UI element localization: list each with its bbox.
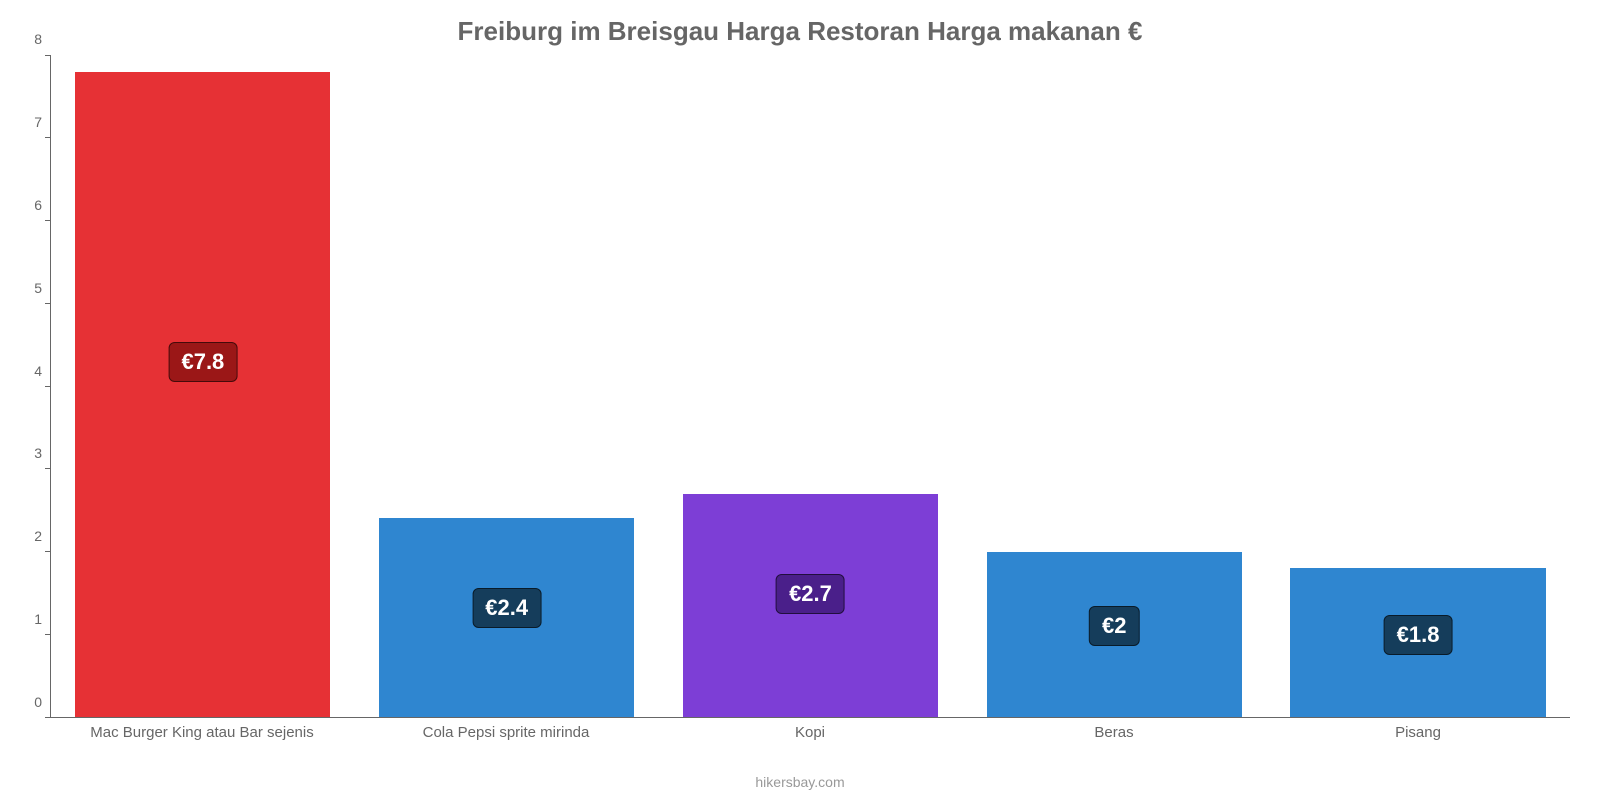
y-tick-mark — [45, 386, 51, 387]
x-tick-label: Cola Pepsi sprite mirinda — [354, 718, 658, 774]
value-badge: €1.8 — [1384, 615, 1453, 655]
y-tick-label: 6 — [34, 197, 42, 213]
bar-slot: €1.8 — [1266, 55, 1570, 717]
bar-slot: €2 — [962, 55, 1266, 717]
bar: €7.8 — [75, 72, 330, 717]
y-axis: 012345678 — [0, 55, 50, 718]
y-tick-label: 2 — [34, 528, 42, 544]
value-badge: €2.4 — [472, 588, 541, 628]
bar: €2 — [987, 552, 1242, 718]
y-tick-mark — [45, 551, 51, 552]
y-tick-label: 4 — [34, 363, 42, 379]
bar: €2.4 — [379, 518, 634, 717]
value-badge: €2 — [1089, 606, 1139, 646]
y-tick-label: 0 — [34, 694, 42, 710]
bar: €1.8 — [1290, 568, 1545, 717]
y-tick-mark — [45, 220, 51, 221]
plot-area: €7.8 €2.4 €2.7 €2 €1.8 — [50, 55, 1570, 718]
chart-title: Freiburg im Breisgau Harga Restoran Harg… — [0, 0, 1600, 55]
y-tick-label: 8 — [34, 31, 42, 47]
chart-footer: hikersbay.com — [0, 774, 1600, 800]
y-tick-mark — [45, 55, 51, 56]
value-badge: €7.8 — [168, 342, 237, 382]
x-tick-label: Beras — [962, 718, 1266, 774]
bar-slot: €2.7 — [659, 55, 963, 717]
y-tick-mark — [45, 303, 51, 304]
bar: €2.7 — [683, 494, 938, 717]
y-tick-label: 1 — [34, 611, 42, 627]
y-tick-mark — [45, 468, 51, 469]
y-tick-label: 3 — [34, 445, 42, 461]
value-badge: €2.7 — [776, 574, 845, 614]
plot-row: 012345678 €7.8€2.4€2.7€2€1.8 — [0, 55, 1600, 718]
bar-slot: €7.8 — [51, 55, 355, 717]
bar-chart: Freiburg im Breisgau Harga Restoran Harg… — [0, 0, 1600, 800]
y-tick-mark — [45, 717, 51, 718]
y-tick-mark — [45, 634, 51, 635]
x-tick-label: Kopi — [658, 718, 962, 774]
bars-container: €7.8 €2.4 €2.7 €2 €1.8 — [51, 55, 1570, 717]
y-tick-mark — [45, 137, 51, 138]
x-axis: Mac Burger King atau Bar sejenisCola Pep… — [0, 718, 1600, 774]
y-tick-label: 5 — [34, 280, 42, 296]
x-tick-label: Mac Burger King atau Bar sejenis — [50, 718, 354, 774]
bar-slot: €2.4 — [355, 55, 659, 717]
y-tick-label: 7 — [34, 114, 42, 130]
x-tick-label: Pisang — [1266, 718, 1570, 774]
